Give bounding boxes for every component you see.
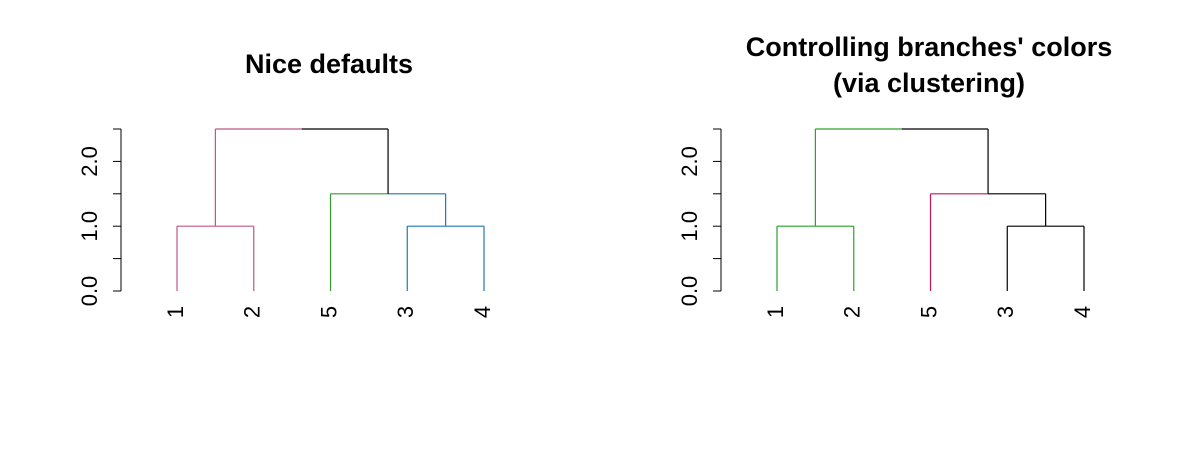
- dendrogram-panel-1: Nice defaults 0.0 1.0 2.0 1 2 5 3 4: [77, 49, 495, 318]
- y-tick-label: 2.0: [77, 146, 102, 177]
- y-axis-tick-labels: 0.0 1.0 2.0: [677, 146, 702, 306]
- y-axis-ticks: [113, 128, 121, 292]
- dendrogram-branches: [176, 128, 485, 291]
- y-tick-label: 2.0: [677, 146, 702, 177]
- leaf-label-3: 3: [393, 306, 418, 318]
- y-tick-label: 0.0: [77, 276, 102, 307]
- y-axis-ticks: [713, 128, 721, 292]
- leaf-label-2: 2: [240, 306, 265, 318]
- leaf-label-1: 1: [163, 306, 188, 318]
- leaf-label-5: 5: [916, 306, 941, 318]
- leaf-label-3: 3: [993, 306, 1018, 318]
- chart-title-line-1: Nice defaults: [245, 49, 413, 79]
- leaf-label-1: 1: [763, 306, 788, 318]
- y-tick-label: 0.0: [677, 276, 702, 307]
- leaf-label-2: 2: [840, 306, 865, 318]
- leaf-label-4: 4: [1070, 306, 1095, 318]
- leaf-label-5: 5: [316, 306, 341, 318]
- dendrogram-panel-2: Controlling branches' colors (via cluste…: [677, 32, 1112, 318]
- leaf-labels: 1 2 5 3 4: [763, 306, 1095, 318]
- chart-title-line-2: (via clustering): [833, 68, 1025, 98]
- y-axis-tick-labels: 0.0 1.0 2.0: [77, 146, 102, 306]
- leaf-labels: 1 2 5 3 4: [163, 306, 495, 318]
- leaf-label-4: 4: [470, 306, 495, 318]
- y-tick-label: 1.0: [77, 211, 102, 242]
- chart-title-line-1: Controlling branches' colors: [746, 32, 1112, 62]
- dendrogram-branches: [776, 128, 1085, 291]
- y-tick-label: 1.0: [677, 211, 702, 242]
